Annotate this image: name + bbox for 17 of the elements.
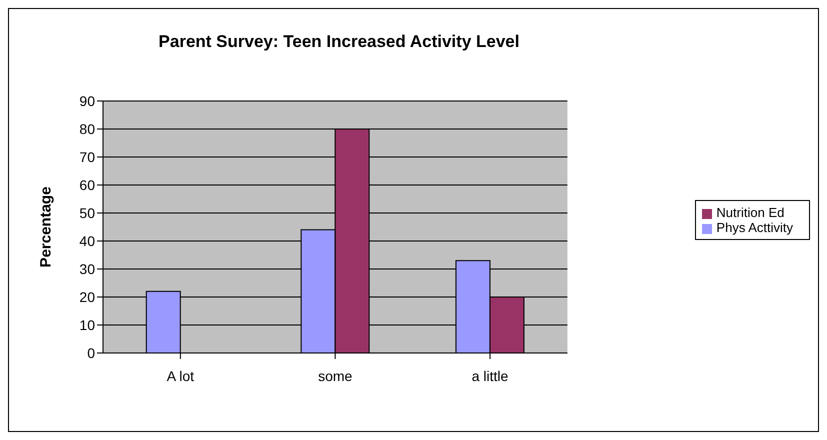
y-tick-label: 30 [79, 260, 96, 277]
x-tick-label: a little [472, 368, 509, 384]
chart-title: Parent Survey: Teen Increased Activity Level [158, 32, 520, 52]
y-tick-label: 20 [79, 288, 96, 305]
y-tick-label: 90 [79, 92, 96, 109]
y-tick-label: 40 [79, 232, 96, 249]
y-tick-label: 50 [79, 204, 96, 221]
legend-label: Phys Acttivity [716, 220, 793, 235]
legend-label: Nutrition Ed [716, 205, 784, 220]
y-axis-title: Percentage [37, 186, 54, 268]
y-tick-label: 70 [79, 148, 96, 165]
y-tick-label: 0 [87, 344, 96, 361]
y-tick-label: 60 [79, 176, 96, 193]
y-tick-label: 10 [79, 316, 96, 333]
y-tick-label: 80 [79, 120, 96, 137]
x-tick-label: some [318, 368, 353, 384]
x-tick-label: A lot [166, 368, 194, 384]
